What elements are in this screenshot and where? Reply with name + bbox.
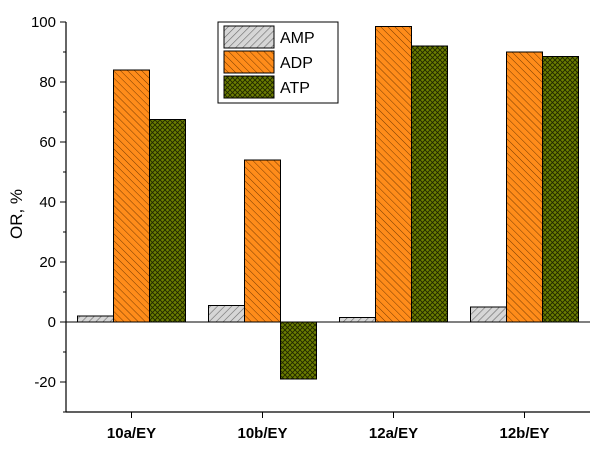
legend-label-atp: ATP: [280, 80, 310, 97]
legend-swatch-amp: [223, 25, 275, 49]
x-tick-label: 12a/EY: [369, 425, 418, 442]
bar-amp-12a-ey: [339, 317, 376, 323]
bar-amp-10b-ey: [208, 305, 245, 323]
bar-adp-12a-ey: [375, 26, 412, 323]
bar-amp-10a-ey: [77, 315, 114, 323]
legend-swatch-adp: [223, 50, 275, 74]
y-tick-label: 60: [39, 134, 56, 151]
x-tick-label: 12b/EY: [499, 425, 549, 442]
legend-swatch-atp: [223, 75, 275, 99]
bar-atp-12a-ey: [411, 45, 448, 323]
bar-adp-12b-ey: [506, 51, 543, 323]
y-tick-label: 20: [39, 254, 56, 271]
y-tick-label: 100: [31, 14, 56, 31]
bars: [77, 26, 579, 380]
bar-atp-10a-ey: [149, 119, 186, 323]
bar-atp-10b-ey: [280, 321, 317, 380]
x-tick-label: 10a/EY: [107, 425, 156, 442]
legend-label-amp: AMP: [280, 30, 315, 47]
x-tick-label: 10b/EY: [237, 425, 287, 442]
y-tick-label: 80: [39, 74, 56, 91]
y-tick-label: 40: [39, 194, 56, 211]
bar-amp-12b-ey: [470, 306, 507, 323]
legend: AMP ADP ATP: [217, 21, 339, 104]
bar-atp-12b-ey: [542, 56, 579, 323]
y-tick-label: 0: [48, 314, 56, 331]
y-tick-label: -20: [34, 374, 56, 391]
y-axis-title: OR, %: [7, 189, 26, 239]
axis-labels: -20 0 20 40 60 80 100 OR, % 10a/EY 10b/EY 12a/EY 12…: [7, 14, 550, 442]
bar-adp-10b-ey: [244, 159, 281, 323]
legend-label-adp: ADP: [280, 55, 313, 72]
bar-adp-10a-ey: [113, 69, 150, 323]
